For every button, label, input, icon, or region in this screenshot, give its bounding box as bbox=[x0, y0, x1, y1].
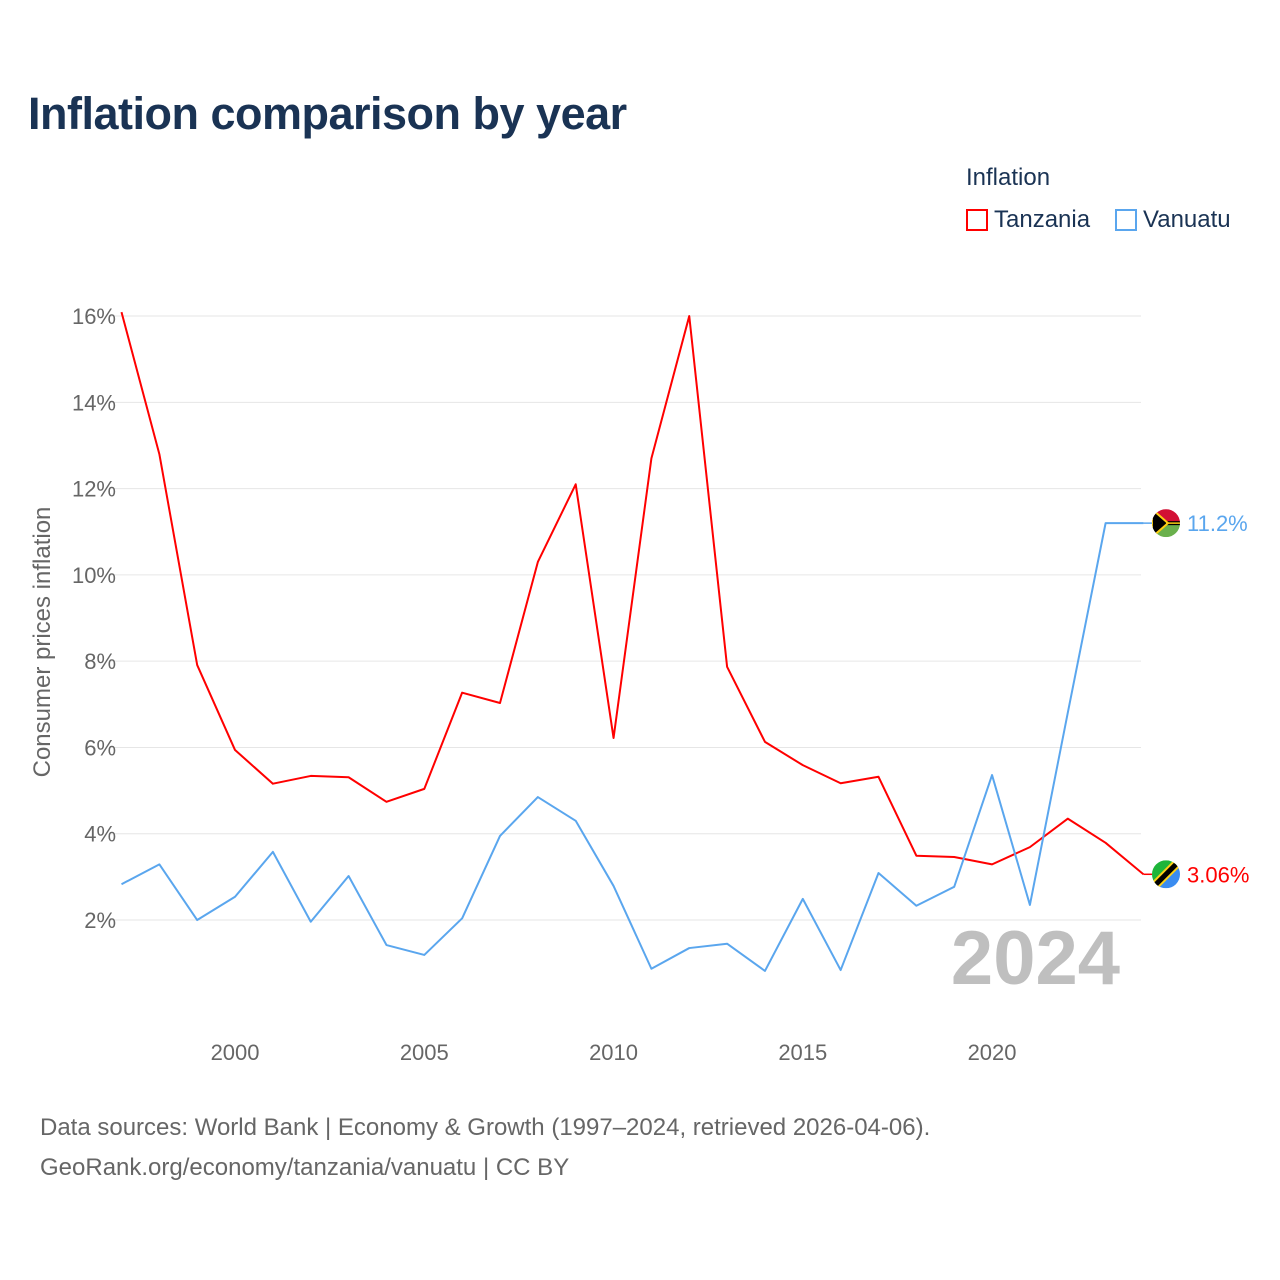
y-tick-label: 6% bbox=[84, 735, 116, 760]
y-tick-label: 2% bbox=[84, 908, 116, 933]
series-line-vanuatu bbox=[121, 522, 1144, 972]
y-tick-label: 8% bbox=[84, 649, 116, 674]
x-tick-label: 2020 bbox=[968, 1040, 1017, 1065]
y-tick-label: 14% bbox=[72, 390, 116, 415]
legend-item-tanzania[interactable]: Tanzania bbox=[966, 206, 1090, 234]
legend-swatch-tanzania bbox=[966, 209, 988, 231]
source-line-2[interactable]: GeoRank.org/economy/tanzania/vanuatu | C… bbox=[40, 1154, 570, 1181]
end-value-label: 11.2% bbox=[1187, 511, 1248, 536]
y-axis-label: Consumer prices inflation bbox=[29, 507, 56, 778]
y-tick-label: 12% bbox=[72, 477, 116, 502]
series-line-tanzania bbox=[120, 311, 1145, 876]
x-tick-label: 2000 bbox=[211, 1040, 260, 1065]
x-tick-label: 2010 bbox=[589, 1040, 638, 1065]
y-tick-label: 10% bbox=[72, 563, 116, 588]
source-line-1: Data sources: World Bank | Economy & Gro… bbox=[40, 1114, 931, 1141]
end-value-label: 3.06% bbox=[1187, 862, 1249, 887]
legend-title: Inflation bbox=[966, 164, 1051, 191]
source-note: Data sources: World Bank | Economy & Gro… bbox=[40, 1108, 930, 1188]
legend-label: Tanzania bbox=[994, 206, 1091, 233]
legend-label: Vanuatu bbox=[1143, 206, 1231, 233]
year-watermark: 2024 bbox=[951, 916, 1120, 1001]
chart-title: Inflation comparison by year bbox=[28, 88, 627, 139]
legend-item-vanuatu[interactable]: Vanuatu bbox=[1115, 206, 1231, 234]
y-tick-label: 4% bbox=[84, 822, 116, 847]
x-tick-label: 2005 bbox=[400, 1040, 449, 1065]
vanuatu-flag-icon bbox=[1152, 509, 1180, 538]
tanzania-flag-icon bbox=[1152, 860, 1180, 889]
legend-swatch-vanuatu bbox=[1115, 209, 1137, 231]
y-tick-label: 16% bbox=[72, 304, 116, 329]
x-tick-label: 2015 bbox=[778, 1040, 827, 1065]
